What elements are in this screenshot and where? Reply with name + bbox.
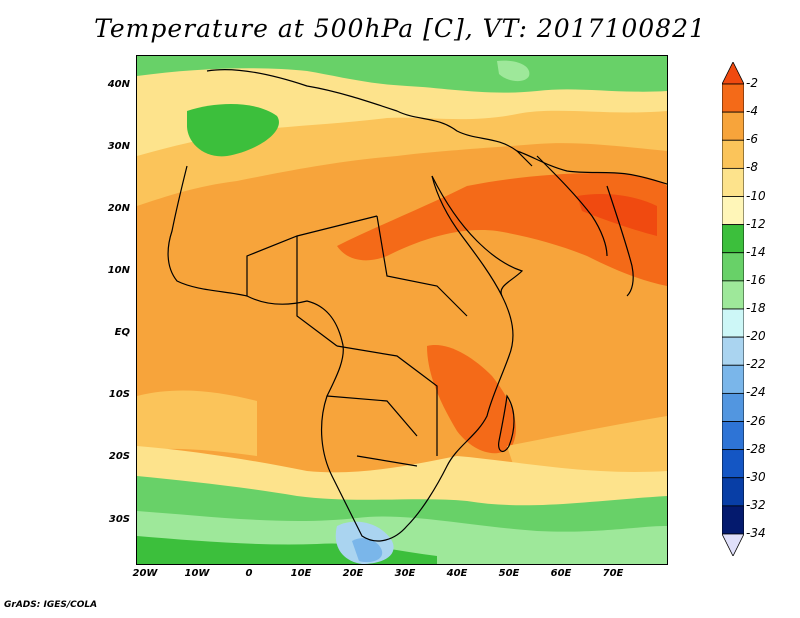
- lon-tick-10w: 10W: [184, 568, 210, 579]
- lon-tick-50e: 50E: [498, 568, 520, 579]
- credit-text: GrADS: IGES/COLA: [4, 600, 98, 610]
- colorbar-box: [722, 252, 744, 282]
- colorbar-label: -20: [746, 329, 766, 344]
- colorbar-box: [722, 392, 744, 422]
- colorbar: [722, 62, 744, 556]
- lat-tick-40n: 40N: [107, 79, 130, 90]
- colorbar-label: -14: [746, 244, 766, 259]
- temperature-field-map: [137, 56, 667, 564]
- lat-tick-20s: 20S: [108, 451, 130, 462]
- lon-tick-40e: 40E: [446, 568, 468, 579]
- colorbar-label: -6: [746, 132, 758, 147]
- lat-tick-30n: 30N: [107, 141, 130, 152]
- colorbar-bottom-triangle: [722, 533, 744, 556]
- lat-tick-eq: EQ: [114, 327, 130, 338]
- lon-tick-20e: 20E: [342, 568, 364, 579]
- lat-tick-20n: 20N: [107, 203, 130, 214]
- lon-tick-70e: 70E: [602, 568, 624, 579]
- colorbar-boxes: [722, 62, 744, 556]
- colorbar-label: -16: [746, 272, 766, 287]
- colorbar-label: -26: [746, 413, 766, 428]
- field-band-mild-west: [137, 390, 257, 456]
- lon-tick-60e: 60E: [550, 568, 572, 579]
- field-band-warm-east-africa: [427, 345, 516, 454]
- colorbar-label: -2: [746, 76, 758, 90]
- colorbar-label: -24: [746, 385, 766, 400]
- colorbar-box: [722, 196, 744, 226]
- colorbar-box: [722, 167, 744, 197]
- field-band-pale-green: [497, 60, 530, 82]
- chart-title: Temperature at 500hPa [C], VT: 201710082…: [94, 14, 706, 43]
- colorbar-label: -8: [746, 160, 758, 175]
- colorbar-label: -22: [746, 357, 766, 372]
- colorbar-box: [722, 308, 744, 338]
- lon-tick-30e: 30E: [394, 568, 416, 579]
- colorbar-label: -12: [746, 216, 766, 231]
- lat-tick-30s: 30S: [108, 514, 130, 525]
- map-plot-area: [136, 55, 668, 565]
- field-band-green-north: [137, 56, 667, 93]
- lat-tick-10n: 10N: [107, 265, 130, 276]
- colorbar-label: -30: [746, 469, 766, 484]
- colorbar-label: -28: [746, 441, 766, 456]
- lon-tick-10e: 10E: [290, 568, 312, 579]
- colorbar-label: -4: [746, 104, 758, 119]
- colorbar-box: [722, 336, 744, 366]
- colorbar-box: [722, 280, 744, 310]
- colorbar-label: -18: [746, 301, 766, 315]
- colorbar-box: [722, 421, 744, 451]
- colorbar-box: [722, 449, 744, 479]
- colorbar-box: [722, 364, 744, 394]
- lat-tick-10s: 10S: [108, 389, 130, 400]
- field-band-blue-core: [352, 538, 383, 563]
- colorbar-box: [722, 111, 744, 141]
- colorbar-box: [722, 139, 744, 169]
- colorbar-box: [722, 83, 744, 113]
- colorbar-label: -34: [746, 526, 766, 540]
- lon-tick-0: 0: [245, 568, 253, 579]
- lon-tick-20w: 20W: [132, 568, 158, 579]
- colorbar-box: [722, 224, 744, 254]
- colorbar-box: [722, 505, 744, 535]
- colorbar-top-triangle: [722, 62, 744, 85]
- colorbar-box: [722, 477, 744, 507]
- country-boundaries: [167, 69, 667, 542]
- colorbar-label: -32: [746, 497, 766, 512]
- colorbar-label: -10: [746, 188, 766, 203]
- field-band-green-atlas: [187, 104, 279, 157]
